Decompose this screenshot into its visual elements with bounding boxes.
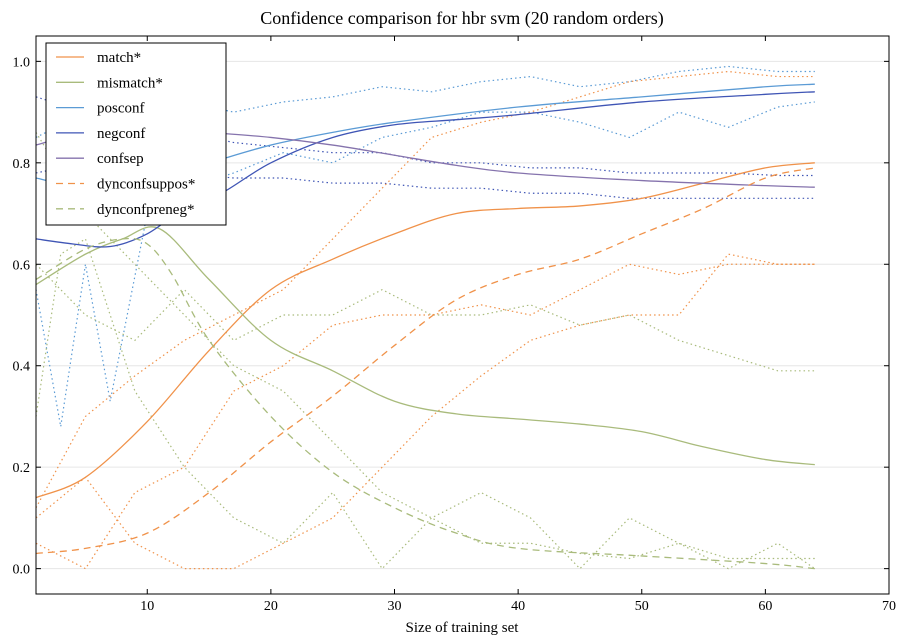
legend: match* mismatch* posconf negconf confsep dync…: [45, 42, 227, 226]
plot-frame: [35, 35, 890, 595]
legend-box: [45, 42, 227, 226]
series-line-dynconfpreneg: [35, 237, 815, 570]
dotted-run-line: [35, 253, 815, 570]
legend-label: negconf: [97, 126, 145, 142]
x-tick-label: 70: [882, 599, 896, 614]
series-line-negconf: [35, 91, 815, 248]
x-tick-label: 20: [264, 599, 278, 614]
dotted-run-line: [35, 263, 815, 372]
legend-label: match*: [97, 50, 141, 66]
legend-label: dynconfpreneg*: [97, 202, 194, 218]
x-tick-label: 10: [140, 599, 154, 614]
y-tick-label: 0.4: [13, 360, 31, 375]
dotted-run-line: [35, 70, 815, 509]
x-tick-label: 50: [635, 599, 649, 614]
series-line-dynconfsuppos: [35, 167, 815, 555]
x-tick-label: 60: [758, 599, 772, 614]
legend-label: mismatch*: [97, 75, 163, 91]
series-line-match: [35, 162, 815, 499]
legend-label: dynconfsuppos*: [97, 177, 195, 193]
x-tick-label: 30: [388, 599, 402, 614]
y-tick-label: 0.8: [13, 157, 31, 172]
dotted-run-line: [35, 65, 815, 138]
dotted-runs: [35, 65, 816, 570]
y-tick-label: 0.6: [13, 258, 31, 273]
axis-ticks: 0.0 0.2 0.4 0.6 0.8 1.0 10 20 30 40 50 60 70: [13, 36, 896, 614]
y-tick-label: 0.2: [13, 461, 31, 476]
y-tick-label: 1.0: [13, 55, 31, 70]
legend-label: posconf: [97, 101, 145, 117]
x-axis-label: Size of training set: [406, 620, 520, 636]
chart-title: Confidence comparison for hbr svm (20 ra…: [260, 8, 663, 29]
legend-label: confsep: [97, 151, 144, 167]
dotted-run-line: [35, 162, 815, 199]
dotted-run-line: [35, 237, 816, 570]
y-tick-label: 0.0: [13, 563, 31, 578]
series-line-mismatch: [35, 226, 815, 466]
x-tick-label: 40: [511, 599, 525, 614]
dotted-run-line: [35, 96, 815, 177]
